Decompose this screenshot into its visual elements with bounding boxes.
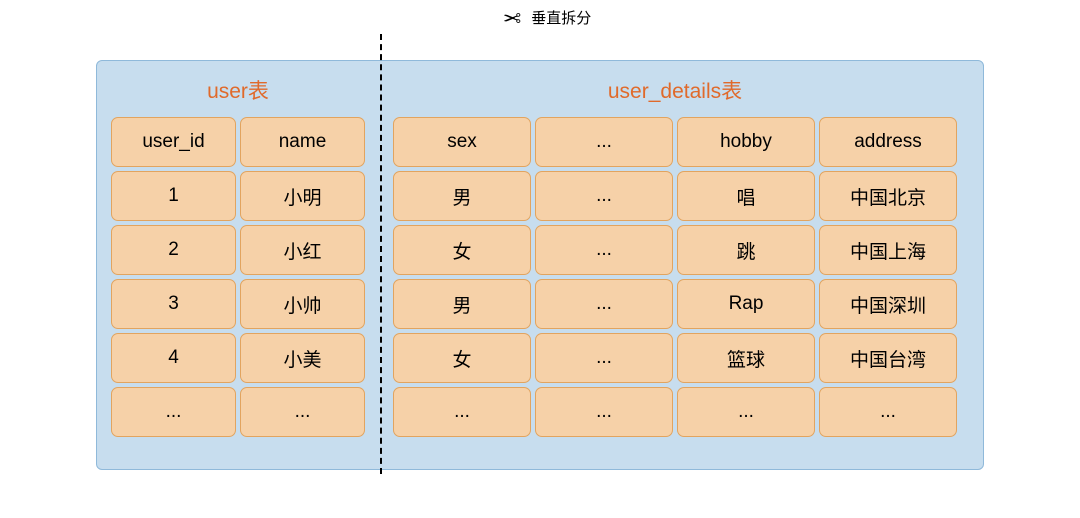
table-cell: 中国台湾: [819, 333, 957, 383]
right-table-grid: sex...hobbyaddress男...唱中国北京女...跳中国上海男...…: [393, 117, 957, 437]
right-table-title: user_details表: [608, 75, 742, 105]
table-cell: ...: [111, 387, 236, 437]
column-header: sex: [393, 117, 531, 167]
table-cell: 2: [111, 225, 236, 275]
left-table-grid: user_idname1小明2小红3小帅4小美......: [111, 117, 365, 437]
table-cell: ...: [535, 387, 673, 437]
table-cell: 小帅: [240, 279, 365, 329]
column-header: user_id: [111, 117, 236, 167]
column-header: name: [240, 117, 365, 167]
right-table: user_details表 sex...hobbyaddress男...唱中国北…: [393, 71, 957, 455]
table-cell: 中国上海: [819, 225, 957, 275]
table-cell: ...: [535, 279, 673, 329]
table-cell: 3: [111, 279, 236, 329]
vertical-split-line: [380, 34, 382, 474]
table-cell: ...: [535, 225, 673, 275]
table-cell: 1: [111, 171, 236, 221]
table-cell: 中国北京: [819, 171, 957, 221]
tables-panel: user表 user_idname1小明2小红3小帅4小美...... user…: [96, 60, 984, 470]
table-cell: 4: [111, 333, 236, 383]
column-header: address: [819, 117, 957, 167]
left-table-title: user表: [207, 75, 269, 105]
table-cell: Rap: [677, 279, 815, 329]
table-cell: 女: [393, 225, 531, 275]
table-cell: ...: [393, 387, 531, 437]
left-table: user表 user_idname1小明2小红3小帅4小美......: [111, 71, 365, 455]
column-header: hobby: [677, 117, 815, 167]
table-cell: 小红: [240, 225, 365, 275]
table-cell: 女: [393, 333, 531, 383]
table-cell: ...: [240, 387, 365, 437]
column-header: ...: [535, 117, 673, 167]
table-cell: 小美: [240, 333, 365, 383]
table-cell: 唱: [677, 171, 815, 221]
table-cell: 跳: [677, 225, 815, 275]
table-cell: 中国深圳: [819, 279, 957, 329]
table-cell: ...: [535, 333, 673, 383]
table-cell: ...: [819, 387, 957, 437]
split-annotation: ✂ 垂直拆分: [503, 6, 591, 28]
table-cell: 小明: [240, 171, 365, 221]
scissors-icon: ✂: [503, 6, 521, 28]
table-cell: 男: [393, 279, 531, 329]
table-cell: 篮球: [677, 333, 815, 383]
table-cell: 男: [393, 171, 531, 221]
split-label: 垂直拆分: [531, 7, 591, 28]
table-cell: ...: [677, 387, 815, 437]
table-cell: ...: [535, 171, 673, 221]
